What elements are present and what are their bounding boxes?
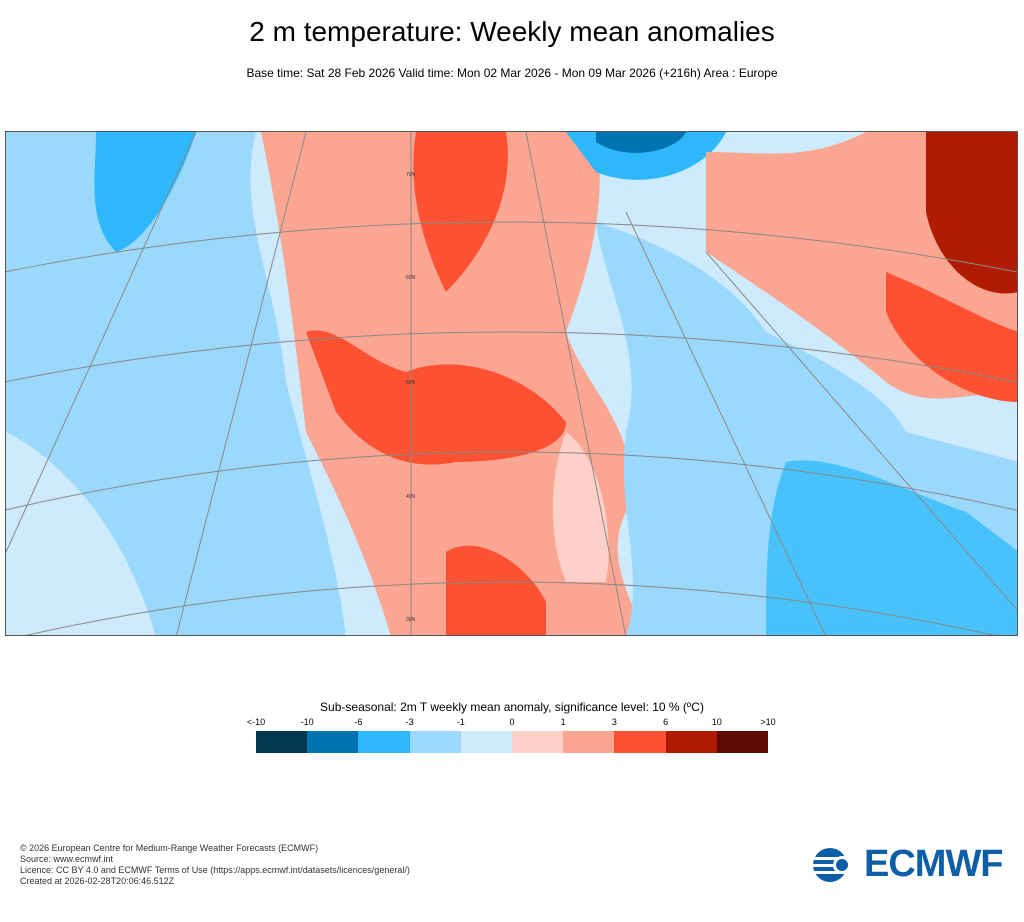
legend-swatch bbox=[511, 731, 564, 753]
legend-tick-label: -6 bbox=[354, 717, 363, 727]
lat-labels: 70N 60N 50N 40N 30N bbox=[406, 172, 416, 623]
legend-tick-label: <-10 bbox=[246, 717, 266, 727]
lon-line bbox=[625, 211, 826, 635]
lat-label: 60N bbox=[406, 275, 416, 281]
region-north-africa-hot bbox=[446, 545, 546, 635]
region-france-hot bbox=[306, 330, 566, 465]
graticule bbox=[6, 132, 1017, 635]
lat-label: 50N bbox=[406, 380, 416, 386]
lat-line bbox=[6, 331, 1017, 383]
ecmwf-logo-icon bbox=[812, 847, 858, 882]
lon-line bbox=[175, 132, 307, 635]
legend-swatch bbox=[460, 731, 512, 753]
map-svg: 70N 60N 50N 40N 30N bbox=[6, 132, 1017, 635]
legend-swatch bbox=[256, 731, 308, 753]
lat-label: 30N bbox=[406, 617, 416, 623]
lon-line bbox=[6, 132, 197, 553]
region-med-cold bbox=[766, 460, 1017, 635]
lat-label: 40N bbox=[406, 494, 416, 500]
lat-label: 70N bbox=[406, 172, 416, 178]
legend-swatch bbox=[716, 731, 768, 753]
region-atlantic-cold bbox=[6, 132, 346, 635]
chart-title: 2 m temperature: Weekly mean anomalies bbox=[249, 16, 775, 47]
legend-title: Sub-seasonal: 2m T weekly mean anomaly, … bbox=[320, 700, 704, 714]
legend-tick-label: -10 bbox=[300, 717, 314, 727]
ecmwf-logo: ECMWF bbox=[812, 843, 1004, 886]
ecmwf-logo-text: ECMWF bbox=[864, 843, 1004, 885]
legend-swatch bbox=[665, 731, 717, 753]
legend-swatch bbox=[614, 731, 666, 753]
chart-subtitle: Base time: Sat 28 Feb 2026 Valid time: M… bbox=[246, 66, 778, 80]
legend-tick-label: -3 bbox=[405, 717, 414, 727]
region-russia-very-hot bbox=[926, 132, 1017, 294]
created-at: Created at 2026-02-28T20:06:46.512Z bbox=[20, 876, 175, 886]
anomaly-map: 70N 60N 50N 40N 30N bbox=[5, 131, 1018, 636]
lat-line bbox=[25, 581, 996, 635]
copyright: © 2026 European Centre for Medium-Range … bbox=[20, 843, 319, 853]
region-greenland-cold bbox=[94, 132, 196, 252]
region-caspian-hot bbox=[886, 272, 1017, 402]
region-arctic-very-cold bbox=[596, 132, 686, 153]
region-scandinavia-hot bbox=[413, 132, 508, 292]
lat-line bbox=[6, 451, 1017, 511]
legend-tick-label: 6 bbox=[663, 717, 669, 727]
legend-tick-label: >10 bbox=[760, 717, 776, 727]
color-legend bbox=[256, 731, 768, 753]
legend-tick-label: 10 bbox=[711, 717, 722, 727]
legend-swatch bbox=[307, 731, 359, 753]
legend-ticks: <-10 -10 -6 -3 -1 0 1 3 6 10 >10 bbox=[230, 717, 794, 729]
legend-tick-label: 1 bbox=[560, 717, 566, 727]
region-balkans-mild bbox=[552, 432, 609, 582]
legend-tick-label: -1 bbox=[456, 717, 465, 727]
legend-tick-label: 3 bbox=[611, 717, 617, 727]
legend-swatch bbox=[358, 731, 410, 753]
legend-tick-label: 0 bbox=[509, 717, 515, 727]
footer: © 2026 European Centre for Medium-Range … bbox=[20, 843, 410, 887]
licence: Licence: CC BY 4.0 and ECMWF Terms of Us… bbox=[20, 865, 410, 875]
lat-line bbox=[6, 221, 1017, 273]
lon-line bbox=[525, 132, 627, 635]
lon-line bbox=[705, 251, 1017, 611]
legend-swatch bbox=[563, 731, 615, 753]
source: Source: www.ecmwf.int bbox=[20, 854, 114, 864]
legend-swatch bbox=[409, 731, 461, 753]
